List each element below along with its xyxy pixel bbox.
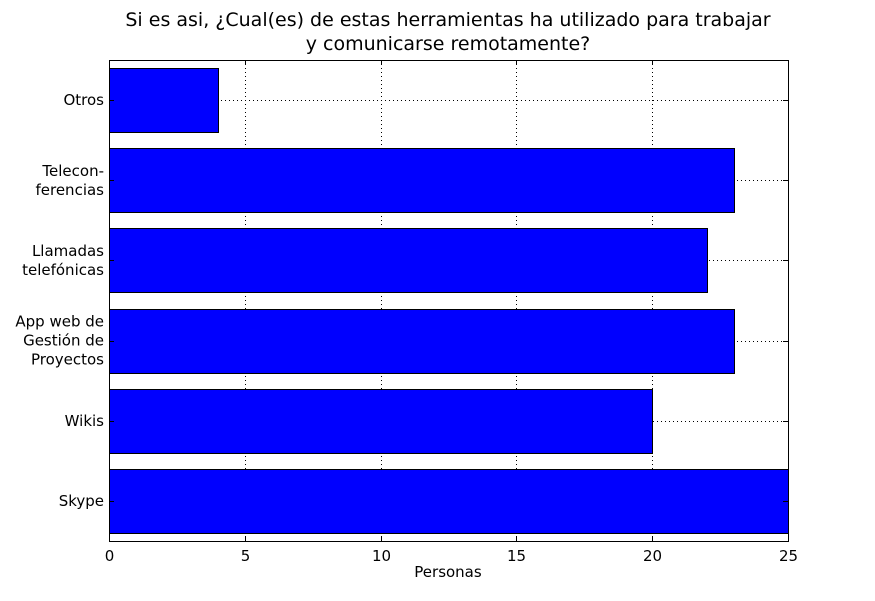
bar: [109, 148, 735, 213]
chart-title-line-2: y comunicarse remotamente?: [305, 33, 591, 55]
x-tick-label: 0: [105, 547, 115, 565]
chart-title-line-1: Si es asi, ¿Cual(es) de estas herramient…: [125, 9, 771, 31]
bar: [109, 228, 708, 293]
chart-title: Si es asi, ¿Cual(es) de estas herramient…: [60, 8, 836, 56]
x-tick-label: 5: [241, 547, 251, 565]
ticks-layer: 0 5 10 15 20 25 Skype Wikis App web de Gestión de…: [15, 60, 798, 565]
bar: [109, 389, 653, 454]
bars-layer: [109, 68, 789, 534]
bar: [109, 309, 735, 374]
x-tick-label: 25: [779, 547, 798, 565]
y-tick-label: Otros: [63, 91, 104, 109]
x-tick-label: 20: [643, 547, 662, 565]
x-axis-label: Personas: [414, 563, 482, 581]
y-tick-label: Telecon-ferencias: [35, 162, 104, 199]
x-tick-label: 10: [372, 547, 391, 565]
y-tick-label: Llamadas telefónicas: [22, 242, 104, 279]
plot-frame: [109, 60, 789, 542]
bar: [109, 469, 789, 534]
y-tick-label: App web de Gestión de Proyectos: [15, 313, 104, 369]
bar: [109, 68, 219, 133]
x-tick-label: 15: [507, 547, 526, 565]
y-tick-label: Wikis: [65, 412, 105, 430]
y-tick-label: Skype: [59, 492, 104, 510]
